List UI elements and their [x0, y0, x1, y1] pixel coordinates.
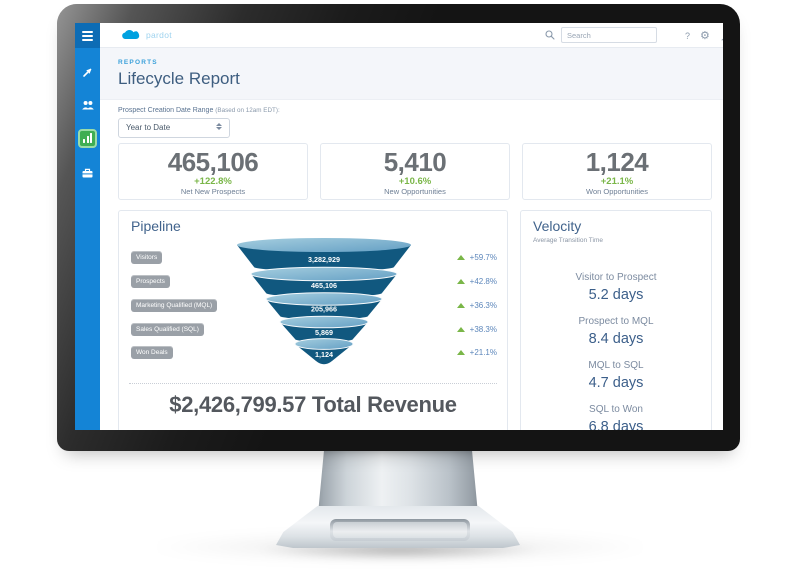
- monitor-stand-recess: [330, 519, 470, 541]
- velocity-card: Velocity Average Transition Time Visitor…: [520, 210, 712, 430]
- velocity-title: Velocity: [533, 218, 582, 234]
- transition-label: Prospect to MQL: [578, 316, 654, 327]
- transition-value: 5.2 days: [588, 287, 644, 303]
- pipeline-card: Pipeline 3,282,929: [118, 210, 508, 430]
- kpi-value: 465,106: [167, 147, 259, 177]
- divider: [129, 383, 497, 384]
- transition-value: 8.4 days: [588, 331, 644, 347]
- kpi-card-new-opportunities: 5,410 +10.6% New Opportunities: [320, 143, 510, 200]
- select-arrows-icon: [216, 123, 222, 130]
- transition-label: Visitor to Prospect: [575, 272, 657, 283]
- brand-product-label: pardot: [146, 29, 172, 40]
- stage-pill-sql: Sales Qualified (SQL): [131, 323, 204, 336]
- kpi-label: Net New Prospects: [180, 187, 246, 196]
- pipeline-title: Pipeline: [131, 218, 181, 234]
- menu-icon[interactable]: [75, 23, 100, 48]
- date-range-select[interactable]: Year to Date: [118, 118, 230, 138]
- page-title: Lifecycle Report: [118, 69, 240, 88]
- stage-pill-won-deals: Won Deals: [131, 346, 173, 359]
- reports-icon[interactable]: [78, 129, 97, 148]
- breadcrumb: REPORTS: [118, 59, 158, 66]
- kpi-value: 1,124: [585, 147, 649, 177]
- stage-pill-mql: Marketing Qualified (MQL): [131, 299, 218, 312]
- svg-text:3,282,929: 3,282,929: [308, 255, 340, 264]
- transition-value: 4.7 days: [588, 375, 644, 391]
- audience-icon[interactable]: [75, 95, 100, 115]
- up-arrow-icon: [456, 327, 465, 332]
- svg-text:465,106: 465,106: [311, 281, 337, 290]
- report-content: Prospect Creation Date Range (Based on 1…: [100, 100, 723, 430]
- kpi-label: Won Opportunities: [586, 187, 648, 196]
- stage-delta-row: +21.1%: [456, 348, 497, 357]
- stage-pill-prospects: Prospects: [131, 275, 170, 288]
- gear-icon[interactable]: ⚙: [700, 29, 710, 42]
- stage-delta-row: +36.3%: [456, 301, 497, 310]
- monitor-bezel: pardot ? ⚙: [57, 4, 740, 451]
- kpi-card-net-new-prospects: 465,106 +122.8% Net New Prospects: [118, 143, 308, 200]
- date-range-label: Prospect Creation Date Range (Based on 1…: [118, 107, 280, 114]
- top-navbar: pardot ? ⚙: [100, 23, 723, 48]
- up-arrow-icon: [456, 279, 465, 284]
- date-range-value: Year to Date: [126, 123, 171, 132]
- up-arrow-icon: [456, 255, 465, 260]
- kpi-delta: +122.8%: [194, 176, 232, 187]
- screen: pardot ? ⚙: [75, 23, 723, 430]
- svg-text:205,966: 205,966: [311, 305, 337, 314]
- total-revenue: $2,426,799.57 Total Revenue: [169, 392, 457, 417]
- search-input[interactable]: [561, 27, 657, 43]
- kpi-label: New Opportunities: [384, 187, 446, 196]
- kpi-delta: +10.6%: [398, 176, 432, 187]
- transition-label: SQL to Won: [589, 404, 643, 415]
- transition-value: 6.8 days: [588, 419, 644, 430]
- stage-delta-row: +42.8%: [456, 277, 497, 286]
- page-header: REPORTS Lifecycle Report: [100, 48, 723, 100]
- svg-text:5,869: 5,869: [315, 328, 333, 337]
- stage-pill-visitors: Visitors: [131, 251, 163, 264]
- toolbox-icon[interactable]: [75, 163, 100, 183]
- stage-delta-row: +38.3%: [456, 325, 497, 334]
- velocity-list: Visitor to Prospect 5.2 days Prospect to…: [521, 259, 711, 430]
- funnel-chart: 3,282,929 465,106 205,966: [237, 238, 411, 365]
- monitor-stand-neck: [318, 446, 478, 514]
- stage-delta-row: +59.7%: [456, 253, 497, 262]
- up-arrow-icon: [456, 303, 465, 308]
- launch-icon[interactable]: [75, 62, 100, 82]
- kpi-value: 5,410: [383, 147, 447, 177]
- help-icon[interactable]: ?: [685, 30, 691, 41]
- kpi-card-won-opportunities: 1,124 +21.1% Won Opportunities: [522, 143, 712, 200]
- velocity-subtitle: Average Transition Time: [533, 237, 603, 244]
- kpi-row: 465,106 +122.8% Net New Prospects 5,410 …: [118, 143, 712, 200]
- search-icon[interactable]: [545, 30, 555, 40]
- salesforce-cloud-icon: [122, 30, 140, 39]
- kpi-delta: +21.1%: [600, 176, 634, 187]
- user-icon[interactable]: [720, 30, 723, 41]
- up-arrow-icon: [456, 350, 465, 355]
- sidebar: [75, 23, 100, 430]
- brand-logo: pardot: [118, 26, 172, 43]
- svg-text:1,124: 1,124: [315, 350, 333, 359]
- transition-label: MQL to SQL: [588, 360, 644, 371]
